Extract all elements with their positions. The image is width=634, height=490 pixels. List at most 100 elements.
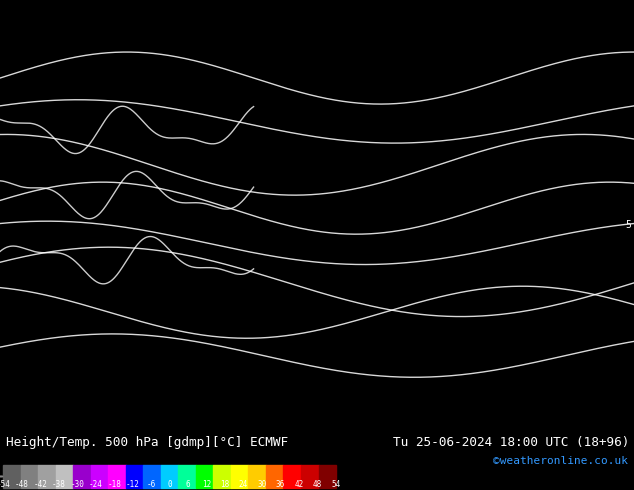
Text: +: + <box>567 241 572 250</box>
Text: φ: φ <box>28 393 32 402</box>
Text: 1: 1 <box>56 249 61 258</box>
Text: 9: 9 <box>371 361 375 370</box>
Text: 9: 9 <box>210 185 215 195</box>
Text: 1: 1 <box>21 122 25 130</box>
Text: φ: φ <box>329 1 333 10</box>
Text: φ: φ <box>525 377 529 386</box>
Text: q: q <box>189 170 193 178</box>
Text: φ: φ <box>560 49 565 58</box>
Text: q: q <box>210 170 215 178</box>
Text: 9: 9 <box>448 233 453 243</box>
Text: d: d <box>161 393 165 402</box>
Text: b: b <box>280 313 285 322</box>
Text: 9: 9 <box>91 249 96 258</box>
Text: q: q <box>182 321 186 330</box>
Text: 0: 0 <box>217 417 222 426</box>
Text: φ: φ <box>525 98 529 106</box>
Text: 1: 1 <box>70 170 75 178</box>
Text: φ: φ <box>581 305 586 314</box>
Text: 9: 9 <box>182 417 186 426</box>
Text: 9: 9 <box>175 57 179 67</box>
Text: 0: 0 <box>231 113 236 122</box>
Text: b: b <box>273 129 278 138</box>
Text: φ: φ <box>602 393 607 402</box>
Text: d: d <box>266 249 271 258</box>
Text: b: b <box>266 18 271 26</box>
Text: b: b <box>28 353 32 362</box>
Text: 9: 9 <box>84 177 89 186</box>
Text: q: q <box>273 337 278 346</box>
Text: 0: 0 <box>259 177 264 186</box>
Text: φ: φ <box>497 241 501 250</box>
Text: 1: 1 <box>28 113 32 122</box>
Text: φ: φ <box>413 225 418 234</box>
Text: 9: 9 <box>266 89 271 98</box>
Text: 9: 9 <box>287 337 292 346</box>
Text: 9: 9 <box>133 105 138 114</box>
Text: +: + <box>623 98 628 106</box>
Text: 0: 0 <box>350 225 354 234</box>
Text: 9: 9 <box>77 225 82 234</box>
Text: +: + <box>497 105 501 114</box>
Text: 0: 0 <box>476 146 481 154</box>
Text: +: + <box>588 218 593 226</box>
Text: +: + <box>497 66 501 74</box>
Text: 0: 0 <box>322 146 327 154</box>
Text: φ: φ <box>518 105 522 114</box>
Text: 0: 0 <box>448 425 453 434</box>
Text: 0: 0 <box>91 369 96 378</box>
Text: 1: 1 <box>35 113 39 122</box>
Text: 1: 1 <box>49 233 54 243</box>
Text: φ: φ <box>525 409 529 418</box>
Text: 1: 1 <box>21 81 25 91</box>
Text: 0: 0 <box>392 113 397 122</box>
Text: 0: 0 <box>336 9 340 19</box>
Text: 0: 0 <box>168 361 172 370</box>
Text: φ: φ <box>518 313 522 322</box>
Text: q: q <box>231 161 236 171</box>
Text: φ: φ <box>504 425 508 434</box>
Text: φ: φ <box>553 49 558 58</box>
Text: 9: 9 <box>371 233 375 243</box>
Text: 0: 0 <box>413 89 418 98</box>
Text: φ: φ <box>518 49 522 58</box>
Text: +: + <box>497 18 501 26</box>
Text: 9: 9 <box>483 177 488 186</box>
Text: 9: 9 <box>455 393 460 402</box>
Text: 0: 0 <box>98 273 103 282</box>
Text: 0: 0 <box>371 201 375 210</box>
Text: 9: 9 <box>133 201 138 210</box>
Text: φ: φ <box>595 305 600 314</box>
Text: q: q <box>357 105 361 114</box>
Text: q: q <box>490 161 495 171</box>
Text: 9: 9 <box>273 265 278 274</box>
Text: φ: φ <box>567 113 572 122</box>
Text: 1: 1 <box>14 265 18 274</box>
Text: +: + <box>546 89 550 98</box>
Text: 9: 9 <box>329 233 333 243</box>
Text: 9: 9 <box>350 113 354 122</box>
Text: φ: φ <box>560 241 565 250</box>
Text: 9: 9 <box>413 409 418 418</box>
Text: 9: 9 <box>315 74 320 82</box>
Text: 0: 0 <box>224 241 229 250</box>
Text: φ: φ <box>581 377 586 386</box>
Text: φ: φ <box>581 281 586 290</box>
Text: q: q <box>189 146 193 154</box>
Text: 9: 9 <box>385 337 390 346</box>
Text: q: q <box>210 377 215 386</box>
Text: 9: 9 <box>455 81 460 91</box>
Text: 0: 0 <box>343 401 347 410</box>
Text: 9: 9 <box>476 66 481 74</box>
Text: φ: φ <box>35 353 39 362</box>
Text: +: + <box>21 113 25 122</box>
Text: d: d <box>154 33 158 43</box>
Text: 9: 9 <box>441 297 446 306</box>
Text: 9: 9 <box>210 137 215 147</box>
Text: 9: 9 <box>441 201 446 210</box>
Text: 9: 9 <box>196 57 200 67</box>
Text: 0: 0 <box>140 273 145 282</box>
Text: φ: φ <box>511 401 515 410</box>
Text: 0: 0 <box>161 353 165 362</box>
Text: 0: 0 <box>63 409 68 418</box>
